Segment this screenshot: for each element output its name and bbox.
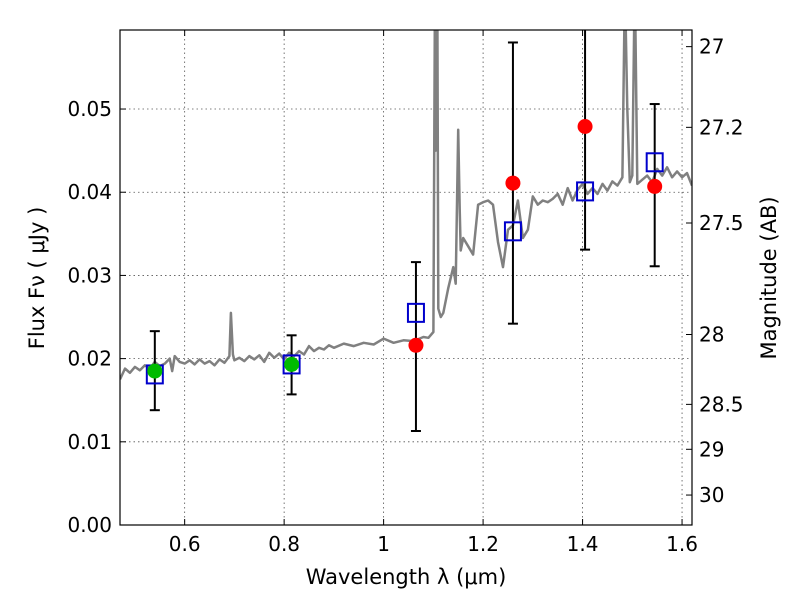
observed-point — [577, 119, 593, 135]
right-tick-label: 28 — [699, 322, 724, 346]
model-photometry-square — [503, 221, 522, 242]
plot-area — [120, 30, 692, 432]
y-tick-label: 0.01 — [67, 430, 112, 454]
y-tick-label: 0.05 — [67, 97, 112, 121]
observed-point — [408, 337, 424, 353]
x-tick-label: 0.6 — [169, 532, 201, 556]
y-tick-label: 0.03 — [67, 263, 112, 287]
right-tick-label: 27.2 — [699, 115, 744, 139]
y-tick-label: 0.02 — [67, 347, 112, 371]
x-tick-label: 1 — [377, 532, 390, 556]
x-axis-label: Wavelength λ (μm) — [306, 565, 507, 589]
x-tick-label: 1.4 — [567, 532, 599, 556]
right-tick-label: 30 — [699, 483, 724, 507]
x-tick-label: 1.6 — [666, 532, 698, 556]
right-tick-label: 28.5 — [699, 392, 744, 416]
y-tick-label: 0.00 — [67, 513, 112, 537]
x-tick-label: 1.2 — [467, 532, 499, 556]
y-tick-label: 0.04 — [67, 180, 112, 204]
right-tick-label: 29 — [699, 437, 724, 461]
observed-point — [647, 178, 663, 194]
right-tick-label: 27 — [699, 35, 724, 59]
model-photometry-square — [406, 302, 425, 323]
right-tick-label: 27.5 — [699, 211, 744, 235]
grid — [120, 30, 692, 525]
model-photometry-square — [576, 181, 595, 202]
observed-point — [147, 363, 163, 379]
model-photometry-square — [645, 152, 664, 173]
y-axis-label: Flux Fν ( μJy ) — [25, 207, 49, 350]
axes: 0.6 0.8 1 1.2 1.4 1.6 0.00 0.01 0.02 0.03 0.04 0.05… — [67, 30, 744, 556]
sed-model-line — [120, 30, 692, 380]
observed-point — [284, 356, 300, 372]
x-tick-label: 0.8 — [268, 532, 300, 556]
plot-frame — [119, 29, 693, 526]
observed-point — [505, 175, 521, 191]
right-axis-label: Magnitude (AB) — [757, 196, 781, 359]
model-photometry-square — [282, 354, 301, 375]
